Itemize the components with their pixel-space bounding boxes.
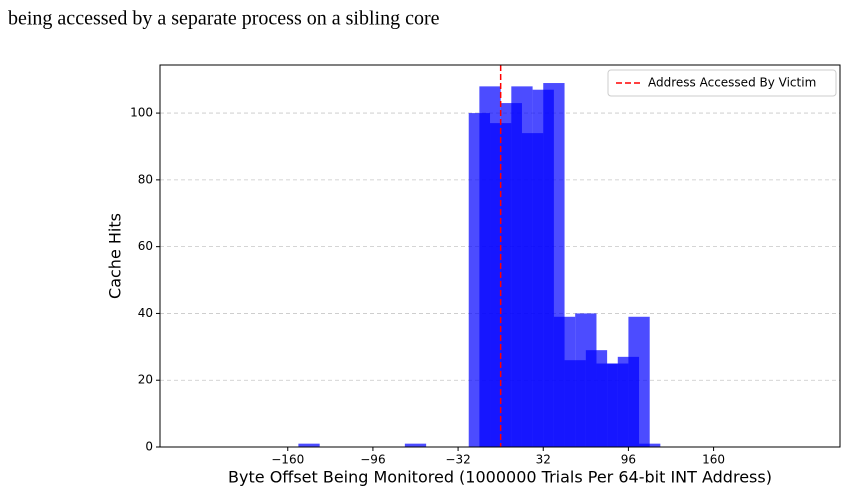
y-tick-label: 20 [138,373,153,387]
x-tick-label: −32 [445,453,470,467]
x-axis-label: Byte Offset Being Monitored (1000000 Tri… [228,468,772,487]
x-tick-label: 32 [536,453,551,467]
y-tick-label: 100 [130,106,153,120]
histogram-bar [585,350,608,447]
caption: being accessed by a separate process on … [8,8,440,30]
x-tick-label: 160 [702,453,725,467]
y-tick-label: 80 [138,172,153,186]
y-tick-label: 0 [145,440,153,454]
histogram-bar [500,103,522,447]
histogram-bar [607,363,629,447]
legend: Address Accessed By Victim [607,69,837,97]
histogram-bar [628,316,650,447]
histogram-bar [521,133,544,447]
histogram-bar [564,360,586,447]
plot-frame [159,64,841,448]
histogram-bar [298,443,320,447]
histogram-bar [479,86,501,447]
legend-box [607,69,837,97]
x-tick-label: 96 [621,453,636,467]
histogram-bar [404,443,427,447]
x-tick-label: −96 [360,453,385,467]
x-tick-label: −160 [271,453,304,467]
legend-label: Address Accessed By Victim [648,76,816,90]
histogram-bar [543,83,565,448]
y-tick-label: 60 [138,239,153,253]
y-axis-label: Cache Hits [106,213,125,299]
y-tick-label: 40 [138,306,153,320]
